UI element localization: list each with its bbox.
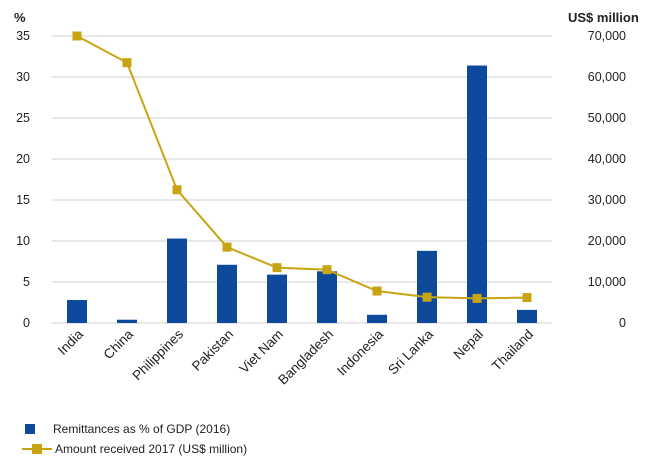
y-right-tick-label: 60,000 <box>588 70 626 84</box>
legend-item-bar: Remittances as % of GDP (2016) <box>22 419 247 439</box>
line-marker <box>372 286 382 296</box>
line-marker <box>172 185 182 195</box>
y-right-tick-label: 40,000 <box>588 152 626 166</box>
bar <box>467 65 487 324</box>
y-left-tick-label: 15 <box>16 193 30 207</box>
bar <box>267 274 287 323</box>
gridlines <box>52 35 552 324</box>
bar <box>517 309 537 323</box>
x-category-label: China <box>101 326 137 362</box>
y-right-axis: 0 10,000 20,000 30,000 40,000 50,000 60,000 70,… <box>588 29 626 330</box>
x-category-label: Indonesia <box>334 326 386 378</box>
line-marker <box>122 58 132 68</box>
y-right-tick-label: 10,000 <box>588 275 626 289</box>
line-marker <box>422 292 432 302</box>
x-category-label: Viet Nam <box>236 327 286 377</box>
y-right-tick-label: 0 <box>619 316 626 330</box>
y-left-axis: 0 5 10 15 20 25 30 35 <box>16 29 30 330</box>
y-left-unit-label: % <box>14 10 26 25</box>
legend-bar-label: Remittances as % of GDP (2016) <box>53 422 231 436</box>
y-right-tick-label: 50,000 <box>588 111 626 125</box>
legend: Remittances as % of GDP (2016) Amount re… <box>22 419 247 459</box>
y-right-tick-label: 70,000 <box>588 29 626 43</box>
x-category-label: Pakistan <box>189 327 236 374</box>
y-left-tick-label: 10 <box>16 234 30 248</box>
line-marker <box>72 31 82 41</box>
line-marker <box>222 242 232 252</box>
y-left-tick-label: 30 <box>16 70 30 84</box>
legend-item-line: Amount received 2017 (US$ million) <box>22 439 247 459</box>
line-marker <box>272 263 282 273</box>
y-right-unit-label: US$ million <box>568 10 639 25</box>
x-category-label: Sri Lanka <box>385 326 436 377</box>
bar <box>117 319 137 323</box>
bar <box>217 264 237 323</box>
y-left-tick-label: 20 <box>16 152 30 166</box>
legend-bar-swatch <box>25 424 35 434</box>
y-right-tick-label: 20,000 <box>588 234 626 248</box>
y-left-tick-label: 5 <box>23 275 30 289</box>
line-marker <box>322 265 332 275</box>
x-category-label: Nepal <box>451 327 487 363</box>
x-category-label: India <box>55 326 87 358</box>
line-marker <box>522 293 532 303</box>
x-category-label: Thailand <box>489 327 536 374</box>
bar-series <box>67 65 537 324</box>
y-left-tick-label: 35 <box>16 29 30 43</box>
bar <box>417 250 437 323</box>
bar <box>67 300 87 323</box>
bar <box>167 238 187 323</box>
y-left-tick-label: 25 <box>16 111 30 125</box>
bar <box>367 314 387 323</box>
x-category-label: Philippines <box>129 326 186 383</box>
line-path <box>76 35 528 300</box>
line-series <box>72 31 532 303</box>
y-right-tick-label: 30,000 <box>588 193 626 207</box>
line-marker <box>472 293 482 303</box>
legend-line-swatch <box>22 444 52 454</box>
y-left-tick-label: 0 <box>23 316 30 330</box>
legend-line-label: Amount received 2017 (US$ million) <box>55 442 248 456</box>
bar <box>317 271 337 323</box>
